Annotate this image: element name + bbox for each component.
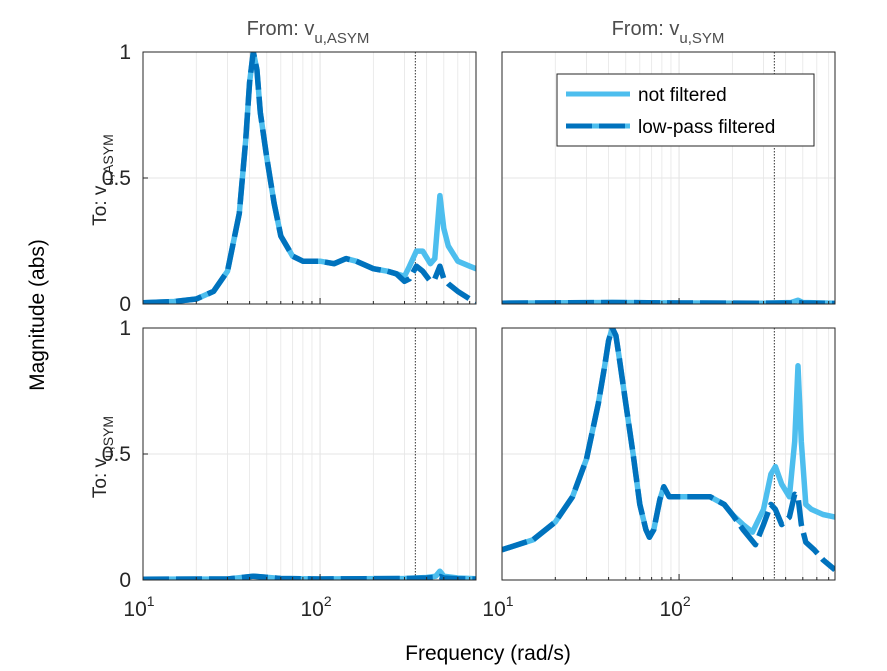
column-title-sym: From: vu,SYM [612, 18, 725, 47]
legend: not filtered low-pass filtered [556, 73, 815, 147]
row-title-sym: To: vu,SYM [90, 416, 116, 498]
column-title-asym: From: vu,ASYM [247, 18, 370, 47]
x-tick-label: 102 [659, 593, 690, 621]
x-axis-label: Frequency (rad/s) [405, 642, 571, 665]
row-title-asym: To: vu,ASYM [90, 134, 116, 225]
y-tick-label: 1 [119, 317, 131, 340]
panel-4: 101 102 [482, 327, 836, 621]
panel-1: 00.51 [102, 41, 477, 316]
series-low-pass-filtered [502, 299, 835, 304]
y-tick-label: 0 [119, 569, 131, 592]
panel-3: 0 0.5 1 101 102 [102, 317, 477, 621]
y-tick-label: 0.5 [102, 167, 131, 190]
y-axis-label: Magnitude (abs) [26, 239, 49, 391]
series-group [143, 52, 476, 304]
axes-frame [501, 51, 836, 305]
series-low-pass-filtered [502, 328, 835, 573]
series-group [143, 568, 476, 580]
y-tick-label: 0 [119, 293, 131, 316]
x-tick-label: 101 [482, 593, 513, 621]
legend-box [556, 73, 815, 147]
series-low-pass-filtered [143, 573, 476, 580]
series-low-pass-filtered [143, 52, 476, 304]
axes-frame [501, 327, 836, 581]
y-tick-label: 0.5 [102, 443, 131, 466]
x-tick-label: 102 [300, 593, 331, 621]
x-tick-label: 101 [123, 593, 154, 621]
series-group [502, 297, 835, 304]
series-group [502, 328, 835, 573]
y-tick-label: 1 [119, 41, 131, 64]
legend-label-low-pass: low-pass filtered [638, 117, 775, 138]
legend-label-not-filtered: not filtered [638, 85, 727, 106]
